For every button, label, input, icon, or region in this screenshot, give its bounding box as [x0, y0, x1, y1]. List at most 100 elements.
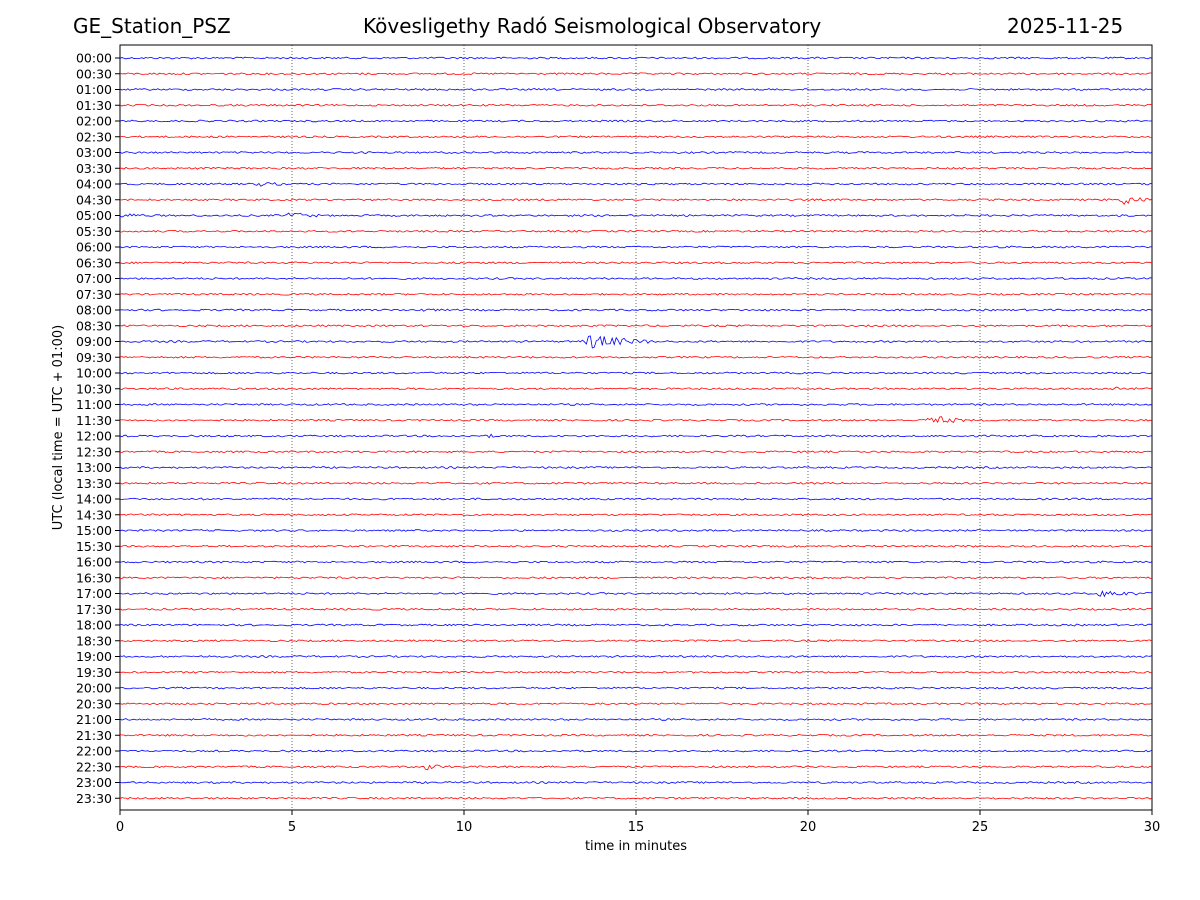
- x-axis-label: time in minutes: [585, 839, 687, 854]
- trace-1530: [119, 544, 1153, 548]
- row-label: 23:00: [76, 775, 112, 790]
- row-label: 11:00: [76, 397, 112, 412]
- row-label: 17:00: [76, 586, 112, 601]
- row-label: 18:30: [76, 633, 112, 648]
- trace-0030: [119, 72, 1152, 76]
- row-label: 18:00: [76, 618, 112, 633]
- trace-2330: [119, 796, 1153, 800]
- row-label: 14:30: [76, 507, 112, 522]
- row-label: 03:00: [76, 145, 112, 160]
- trace-0600: [119, 245, 1153, 249]
- x-tick-label: 5: [288, 820, 296, 835]
- row-label: 12:30: [76, 444, 112, 459]
- row-label: 04:30: [76, 192, 112, 207]
- y-axis-label: UTC (local time = UTC + 01:00): [51, 325, 66, 530]
- row-label: 17:30: [76, 602, 112, 617]
- row-label: 15:00: [76, 523, 112, 538]
- row-label: 09:00: [76, 334, 112, 349]
- trace-1830: [119, 639, 1153, 643]
- trace-0400: [119, 182, 1153, 187]
- trace-0130: [119, 103, 1153, 107]
- trace-2300: [119, 781, 1153, 784]
- x-tick-label: 25: [972, 820, 989, 835]
- trace-0830: [119, 324, 1153, 328]
- trace-1000: [119, 371, 1153, 375]
- trace-0630: [119, 261, 1153, 265]
- row-label: 02:00: [76, 114, 112, 129]
- trace-2030: [119, 702, 1153, 706]
- row-label: 12:00: [76, 429, 112, 444]
- row-label: 19:30: [76, 665, 112, 680]
- trace-1300: [119, 466, 1153, 469]
- row-label: 03:30: [76, 161, 112, 176]
- row-label: 16:30: [76, 570, 112, 585]
- row-label: 08:00: [76, 303, 112, 318]
- trace-1730: [119, 607, 1153, 611]
- row-label: 01:30: [76, 98, 112, 113]
- row-label: 20:30: [76, 696, 112, 711]
- row-label: 00:00: [76, 51, 112, 66]
- row-label: 15:30: [76, 539, 112, 554]
- row-label: 08:30: [76, 318, 112, 333]
- trace-0730: [119, 292, 1153, 296]
- trace-1930: [119, 670, 1153, 674]
- trace-1230: [119, 450, 1153, 454]
- row-label: 21:00: [76, 712, 112, 727]
- trace-1100: [120, 403, 1153, 406]
- row-label: 05:30: [76, 224, 112, 239]
- x-tick-label: 15: [628, 820, 645, 835]
- trace-2100: [119, 718, 1153, 721]
- trace-1130: [119, 416, 1153, 424]
- row-label: 22:00: [76, 744, 112, 759]
- trace-1600: [119, 560, 1153, 564]
- row-label: 04:00: [76, 177, 112, 192]
- row-label: 07:00: [76, 271, 112, 286]
- row-label: 13:30: [76, 476, 112, 491]
- trace-0230: [119, 135, 1153, 139]
- trace-1430: [119, 513, 1153, 517]
- row-label: 05:00: [76, 208, 112, 223]
- trace-0900: [119, 335, 1153, 349]
- trace-2130: [119, 733, 1153, 737]
- row-label: 06:30: [76, 255, 112, 270]
- trace-2000: [119, 686, 1153, 690]
- trace-1500: [119, 529, 1153, 532]
- trace-0200: [119, 119, 1153, 123]
- x-tick-label: 20: [800, 820, 817, 835]
- row-label: 22:30: [76, 759, 112, 774]
- trace-1400: [119, 497, 1153, 501]
- row-label: 16:00: [76, 555, 112, 570]
- date-label: 2025-11-25: [1007, 14, 1124, 38]
- station-name: GE_Station_PSZ: [73, 14, 231, 38]
- row-label: 07:30: [76, 287, 112, 302]
- trace-1700: [119, 590, 1153, 598]
- row-label: 21:30: [76, 728, 112, 743]
- row-label: 10:30: [76, 381, 112, 396]
- row-label: 13:00: [76, 460, 112, 475]
- trace-2200: [119, 749, 1153, 753]
- trace-1630: [120, 576, 1152, 580]
- row-label: 10:00: [76, 366, 112, 381]
- row-label: 20:00: [76, 681, 112, 696]
- trace-0000: [119, 56, 1153, 60]
- row-label: 14:00: [76, 492, 112, 507]
- trace-0100: [119, 88, 1153, 91]
- row-label: 01:00: [76, 82, 112, 97]
- trace-0330: [119, 166, 1153, 170]
- row-label: 02:30: [76, 129, 112, 144]
- trace-0300: [119, 151, 1153, 154]
- row-label: 09:30: [76, 350, 112, 365]
- trace-1200: [119, 433, 1153, 439]
- trace-0500: [119, 212, 1153, 218]
- trace-1900: [119, 655, 1153, 658]
- trace-1800: [119, 623, 1153, 627]
- row-label: 11:30: [76, 413, 112, 428]
- x-tick-label: 0: [116, 820, 124, 835]
- trace-2230: [119, 764, 1153, 771]
- observatory-title: Kövesligethy Radó Seismological Observat…: [363, 14, 822, 38]
- row-label: 00:30: [76, 66, 112, 81]
- trace-1030: [119, 386, 1153, 391]
- trace-0930: [119, 355, 1153, 359]
- x-tick-label: 30: [1144, 820, 1161, 835]
